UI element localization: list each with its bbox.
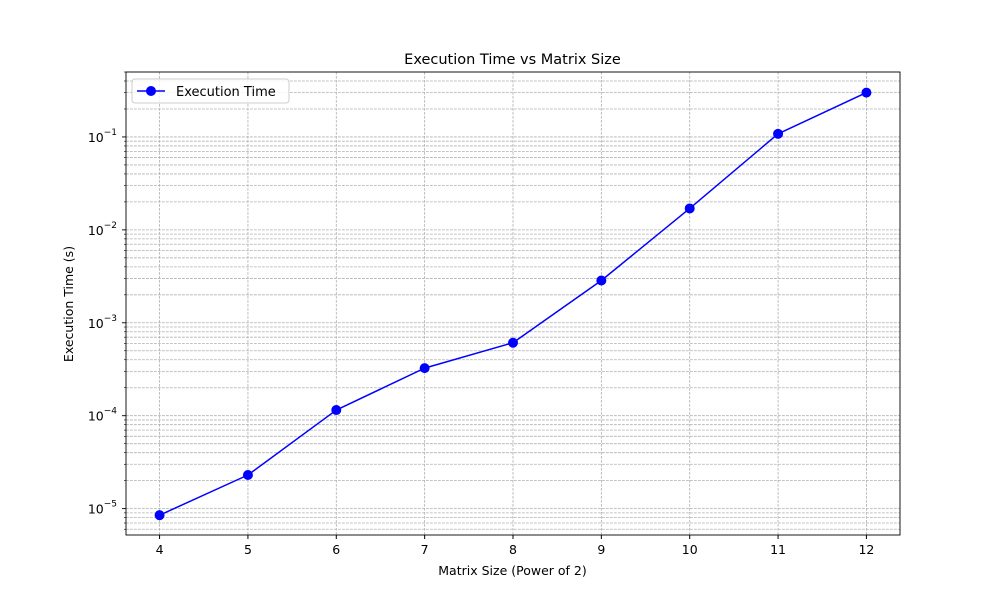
data-point bbox=[419, 363, 430, 374]
data-point bbox=[684, 203, 695, 214]
data-point bbox=[331, 405, 342, 416]
x-tick-label: 10 bbox=[682, 542, 698, 557]
data-point bbox=[508, 337, 518, 348]
y-tick-label: 10−2 bbox=[88, 221, 117, 238]
x-axis-ticks: 4 5 6 7 8 9 10 11 12 bbox=[156, 535, 874, 557]
y-tick-label: 10−5 bbox=[88, 500, 117, 517]
x-tick-label: 11 bbox=[770, 542, 786, 557]
x-axis-label: Matrix Size (Power of 2) bbox=[438, 563, 586, 578]
legend-frame bbox=[131, 78, 290, 104]
x-tick-label: 7 bbox=[421, 542, 429, 557]
x-tick-label: 8 bbox=[509, 542, 517, 557]
data-point bbox=[773, 128, 784, 139]
series-layer bbox=[154, 87, 872, 521]
x-tick-label: 9 bbox=[597, 542, 605, 557]
y-tick-label: 10−1 bbox=[88, 128, 117, 145]
x-tick-label: 12 bbox=[858, 542, 874, 557]
y-axis-ticks: 10−5 10−4 10−3 10−2 10−1 bbox=[88, 71, 126, 530]
x-tick-label: 4 bbox=[156, 542, 164, 557]
data-point bbox=[861, 87, 872, 98]
y-tick-label: 10−4 bbox=[88, 407, 117, 424]
legend-label: Execution Time bbox=[176, 85, 276, 100]
data-point bbox=[596, 275, 607, 286]
y-tick-label: 10−3 bbox=[88, 314, 117, 331]
data-point bbox=[154, 510, 165, 521]
x-tick-label: 5 bbox=[244, 542, 252, 557]
y-axis-label: Execution Time (s) bbox=[61, 246, 76, 362]
legend: Execution Time bbox=[131, 78, 290, 104]
x-tick-label: 6 bbox=[332, 542, 340, 557]
legend-marker bbox=[146, 86, 156, 96]
data-point bbox=[242, 470, 253, 481]
chart-title: Execution Time vs Matrix Size bbox=[404, 52, 621, 68]
